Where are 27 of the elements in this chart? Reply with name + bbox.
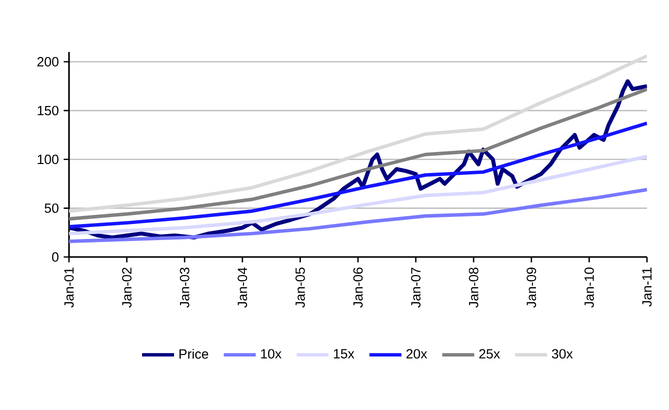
x-tick-label: Jan-11 bbox=[642, 268, 652, 307]
line-series bbox=[69, 122, 647, 228]
y-tick-label: 150 bbox=[38, 106, 58, 116]
legend-label: 30x bbox=[552, 349, 573, 359]
legend-label: Price bbox=[179, 348, 208, 359]
line-series bbox=[69, 54, 647, 213]
x-tick-label: Jan-05 bbox=[295, 268, 305, 308]
legend-label: 25x bbox=[479, 349, 500, 359]
legend-label: 20x bbox=[406, 349, 428, 359]
x-tick-label: Jan-09 bbox=[526, 268, 536, 308]
x-tick-label: Jan-07 bbox=[411, 268, 421, 308]
y-tick-label: 100 bbox=[38, 154, 58, 164]
x-tick-label: Jan-04 bbox=[238, 267, 248, 308]
y-tick-label: 0 bbox=[52, 252, 58, 262]
legend-label: 15x bbox=[334, 349, 354, 358]
line-series bbox=[69, 188, 647, 244]
x-tick-label: Jan-08 bbox=[468, 268, 478, 308]
x-tick-label: Jan-03 bbox=[180, 268, 190, 308]
line-series bbox=[69, 87, 647, 221]
x-tick-label: Jan-06 bbox=[353, 268, 363, 308]
y-tick-label: 200 bbox=[37, 57, 58, 66]
x-tick-label: Jan-10 bbox=[584, 268, 594, 308]
x-tick-label: Jan-01 bbox=[64, 268, 74, 308]
y-tick-label: 50 bbox=[44, 203, 58, 213]
line-series bbox=[69, 154, 647, 236]
legend-label: 10x bbox=[261, 349, 282, 359]
x-tick-label: Jan-02 bbox=[122, 268, 132, 308]
